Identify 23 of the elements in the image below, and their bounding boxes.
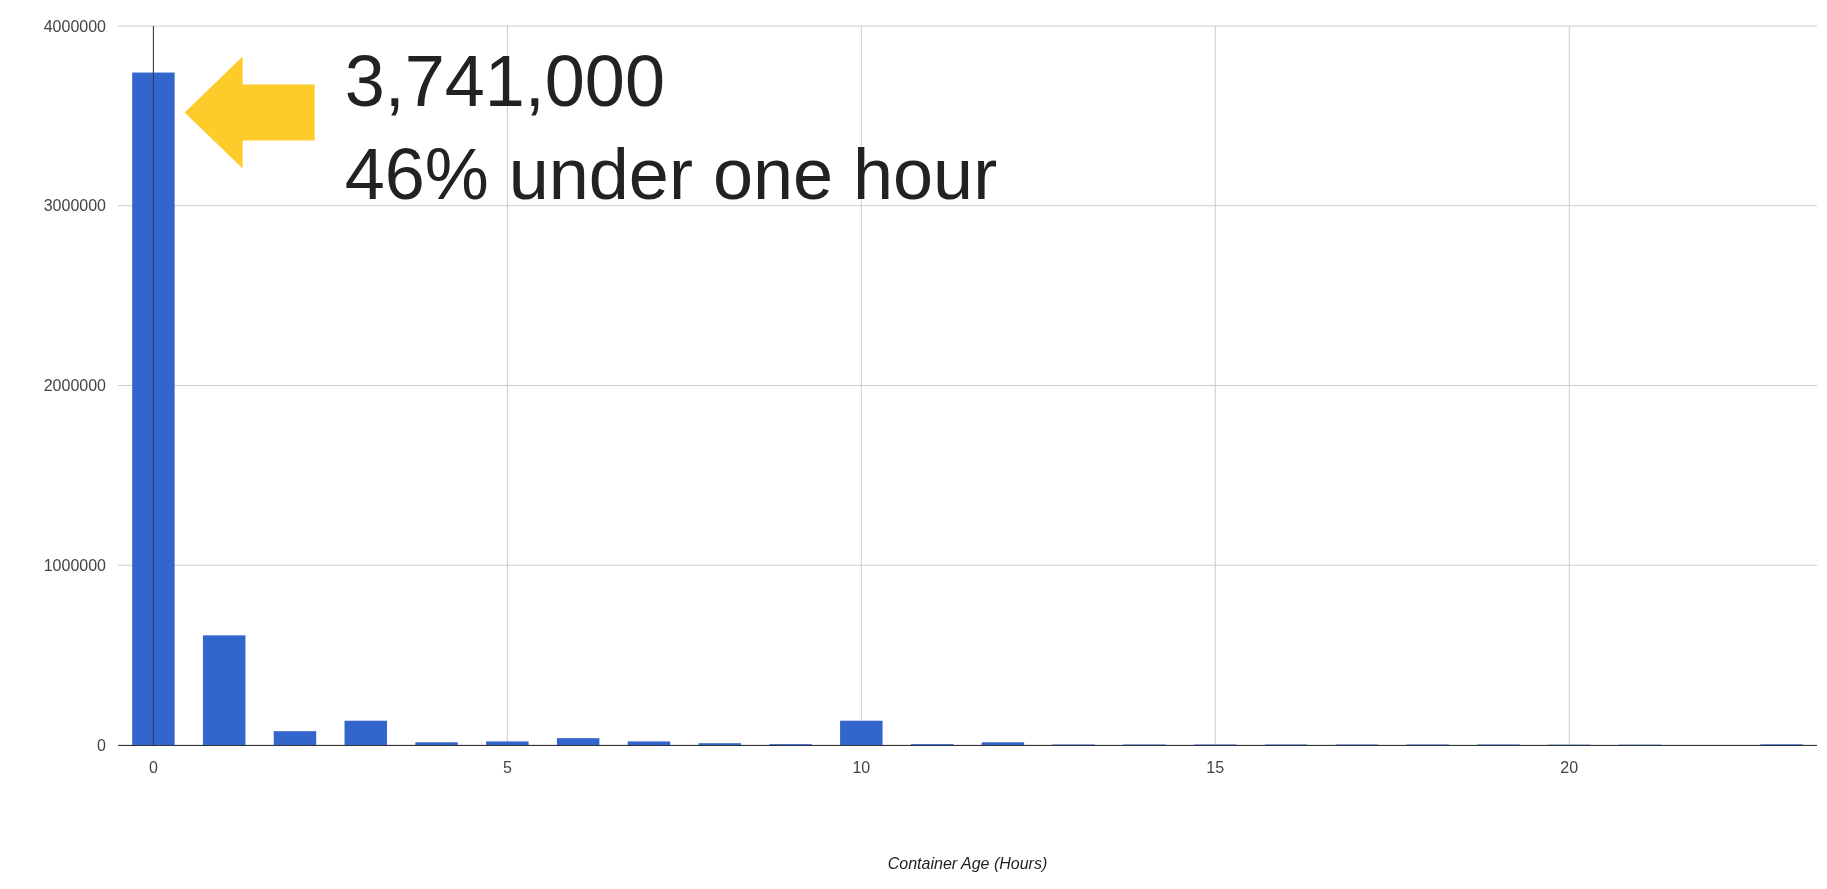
bar: [486, 741, 529, 745]
x-tick-label: 20: [1560, 759, 1579, 776]
y-tick-label: 2000000: [43, 377, 107, 395]
y-tick-label: 4000000: [43, 17, 107, 35]
x-tick-label: 15: [1206, 759, 1225, 776]
x-axis-title: Container Age (Hours): [887, 855, 1048, 872]
x-tick-label: 10: [852, 759, 871, 776]
annotation: 46% under one hour: [344, 134, 998, 214]
bar: [132, 72, 175, 745]
bar: [202, 635, 246, 745]
x-tick-label: 0: [148, 759, 158, 776]
bar: [415, 742, 458, 745]
annotation: 3,741,000: [344, 41, 665, 121]
bar: [981, 742, 1025, 745]
bar: [840, 720, 883, 745]
bar: [273, 731, 317, 745]
y-tick-label: 1000000: [43, 556, 107, 574]
x-tick-label: 5: [502, 759, 512, 776]
bar: [627, 741, 671, 745]
bar: [344, 720, 388, 745]
bar: [556, 738, 600, 745]
y-tick-label: 3000000: [43, 197, 107, 215]
y-tick-label: 0: [97, 736, 107, 754]
